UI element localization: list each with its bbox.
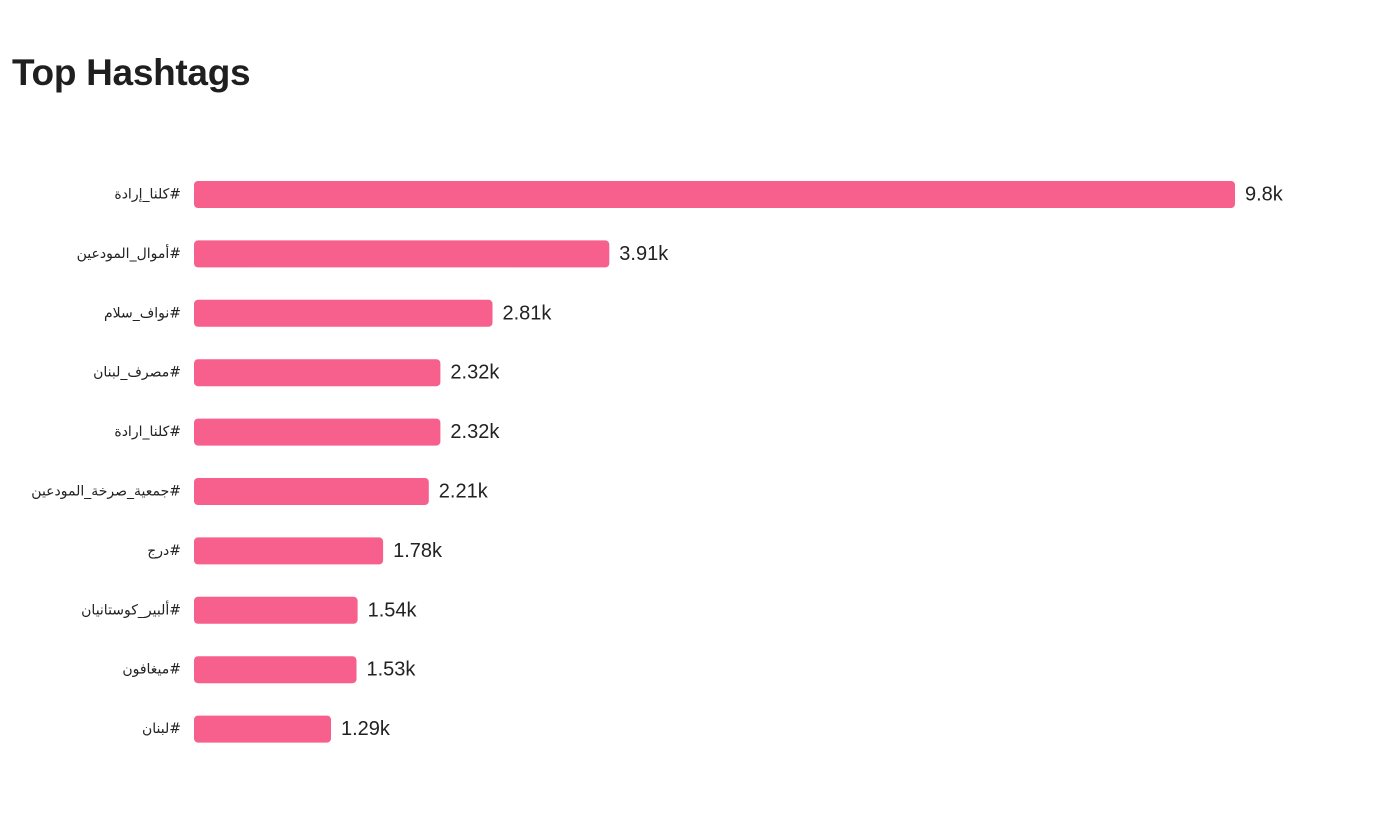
bar — [194, 537, 384, 565]
category-label: درج# — [147, 543, 181, 559]
value-label: 2.32k — [450, 421, 500, 443]
value-label: 9.8k — [1245, 184, 1284, 206]
category-label: نواف_سلام# — [104, 305, 181, 321]
category-label: جمعية_صرخة_المودعين# — [31, 484, 181, 500]
value-label: 1.53k — [367, 659, 417, 681]
bar — [194, 418, 441, 446]
category-label: كلنا_إرادة# — [114, 187, 181, 203]
value-label: 1.78k — [393, 540, 443, 562]
value-label: 2.32k — [450, 362, 500, 384]
bar — [194, 478, 429, 505]
category-label: كلنا_ارادة# — [114, 424, 181, 440]
bar — [194, 596, 358, 624]
category-label: مصرف_لبنان# — [93, 365, 181, 381]
chart-title: Top Hashtags — [12, 52, 251, 93]
value-label: 1.54k — [368, 599, 418, 621]
value-label: 2.81k — [503, 302, 553, 324]
category-label: لبنان# — [142, 721, 181, 737]
category-label: أموال_المودعين# — [77, 244, 181, 262]
category-label: ألبير_كوستانيان# — [81, 600, 181, 618]
value-label: 1.29k — [341, 718, 391, 740]
bar — [194, 715, 331, 743]
bars-layer: كلنا_إرادة# 9.8k أموال_المودعين# 3.91k نواف_… — [31, 181, 1284, 743]
bar — [194, 656, 357, 684]
bar — [194, 181, 1235, 208]
category-label: ميغافون# — [122, 662, 181, 678]
value-label: 2.21k — [439, 481, 489, 503]
bar — [194, 240, 610, 268]
value-label: 3.91k — [619, 243, 669, 265]
bar — [194, 359, 441, 387]
bar — [194, 299, 493, 327]
